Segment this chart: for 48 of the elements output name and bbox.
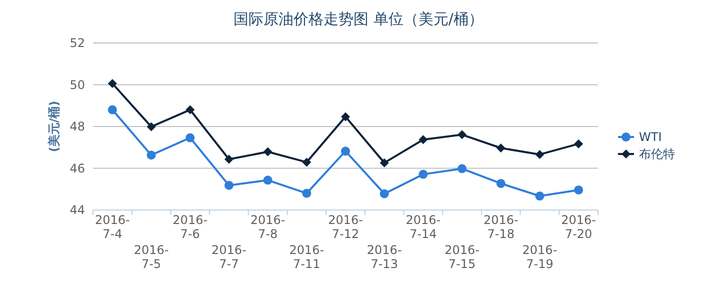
point (186, 133, 195, 142)
point (458, 164, 467, 174)
point (224, 154, 234, 164)
point (108, 105, 117, 114)
chart-title: 国际原油价格走势图 单位（美元/桶） (234, 10, 484, 28)
point (380, 158, 389, 168)
y-tick-label: 46 (70, 161, 85, 176)
point (341, 146, 350, 156)
point (263, 147, 272, 156)
x-tick-label: 2016-7-5 (134, 243, 169, 271)
y-tick-label: 52 (70, 36, 85, 50)
x-tick-label: 2016-7-19 (522, 243, 558, 271)
y-tick-label: 44 (70, 203, 85, 217)
x-tick-label: 2016-7-14 (406, 213, 441, 241)
point (146, 122, 156, 132)
point (418, 170, 428, 179)
point (535, 150, 544, 159)
point (263, 176, 272, 185)
point (341, 112, 350, 122)
point (302, 158, 312, 167)
point (224, 180, 234, 190)
x-tick-label: 2016-7-20 (561, 213, 596, 241)
x-tick-label: 2016-7-13 (366, 243, 402, 271)
point (574, 139, 584, 148)
point (302, 188, 312, 198)
x-tick-label: 2016-7-11 (289, 243, 324, 271)
point (380, 189, 389, 198)
point (496, 178, 506, 188)
legend-label: 布伦特 (639, 147, 675, 161)
x-tick-label: 2016-7-7 (212, 243, 246, 271)
point (186, 105, 195, 114)
legend-label: WTI (639, 130, 662, 144)
x-tick-label: 2016-7-8 (250, 213, 286, 241)
y-tick-label: 50 (70, 78, 85, 92)
x-tick-label: 2016-7-12 (328, 213, 363, 241)
point (458, 130, 467, 140)
x-tick-label: 2016-7-15 (444, 243, 480, 271)
point (146, 150, 156, 160)
y-axis-title: (美元/桶) (47, 100, 61, 152)
point (108, 78, 117, 88)
x-tick-label: 2016-7-6 (172, 213, 208, 241)
x-tick-label: 2016-7-18 (483, 213, 518, 241)
point (535, 192, 544, 201)
point (496, 144, 506, 152)
y-tick-label: 48 (70, 120, 85, 134)
point (574, 185, 584, 194)
x-tick-label: 2016-7-4 (94, 213, 130, 241)
point (418, 135, 428, 144)
